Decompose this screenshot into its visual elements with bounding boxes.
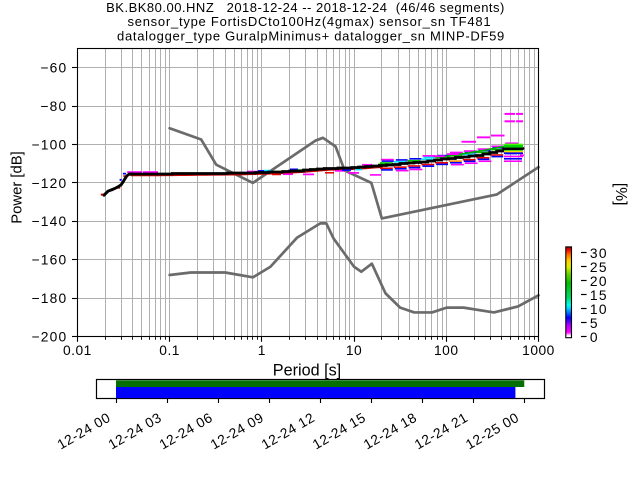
svg-text:−140: −140 — [32, 214, 68, 229]
svg-text:10: 10 — [346, 343, 362, 358]
svg-text:20: 20 — [590, 274, 608, 289]
svg-text:−80: −80 — [40, 99, 67, 114]
svg-text:1: 1 — [258, 343, 266, 358]
svg-text:5: 5 — [590, 316, 599, 331]
svg-text:0.1: 0.1 — [159, 343, 180, 358]
svg-text:15: 15 — [590, 288, 608, 303]
svg-text:12-24 18: 12-24 18 — [361, 410, 419, 452]
svg-text:100: 100 — [434, 343, 459, 358]
svg-text:sensor_type FortisDCto100Hz(4g: sensor_type FortisDCto100Hz(4gmax) senso… — [127, 14, 491, 29]
svg-text:12-24 09: 12-24 09 — [208, 410, 266, 452]
svg-text:datalogger_type GuralpMinimus+: datalogger_type GuralpMinimus+ datalogge… — [117, 29, 505, 44]
svg-text:25: 25 — [590, 260, 608, 275]
svg-text:BK.BK80.00.HNZ 2018-12-24 --: BK.BK80.00.HNZ 2018-12-24 -- 2018-12-24 … — [106, 0, 505, 15]
svg-text:30: 30 — [590, 246, 608, 261]
svg-text:12-24 03: 12-24 03 — [106, 410, 164, 452]
svg-text:−120: −120 — [32, 176, 68, 191]
svg-text:12-24 12: 12-24 12 — [259, 410, 317, 452]
svg-text:[%]: [%] — [612, 183, 629, 206]
svg-text:12-24 21: 12-24 21 — [412, 410, 470, 452]
svg-text:−180: −180 — [32, 291, 68, 306]
svg-text:12-24 06: 12-24 06 — [157, 410, 215, 452]
svg-text:12-25 00: 12-25 00 — [463, 410, 521, 452]
svg-text:12-24 00: 12-24 00 — [55, 410, 113, 452]
svg-text:−160: −160 — [32, 253, 68, 268]
svg-text:0.01: 0.01 — [63, 343, 92, 358]
svg-text:0: 0 — [590, 330, 599, 345]
svg-text:−200: −200 — [32, 329, 68, 344]
svg-text:−60: −60 — [40, 61, 67, 76]
svg-text:1000: 1000 — [522, 343, 555, 358]
svg-text:Period [s]: Period [s] — [273, 361, 341, 379]
svg-text:12-24 15: 12-24 15 — [310, 410, 368, 452]
svg-text:10: 10 — [590, 302, 608, 317]
svg-text:Power [dB]: Power [dB] — [10, 151, 26, 223]
svg-text:−100: −100 — [32, 137, 68, 152]
